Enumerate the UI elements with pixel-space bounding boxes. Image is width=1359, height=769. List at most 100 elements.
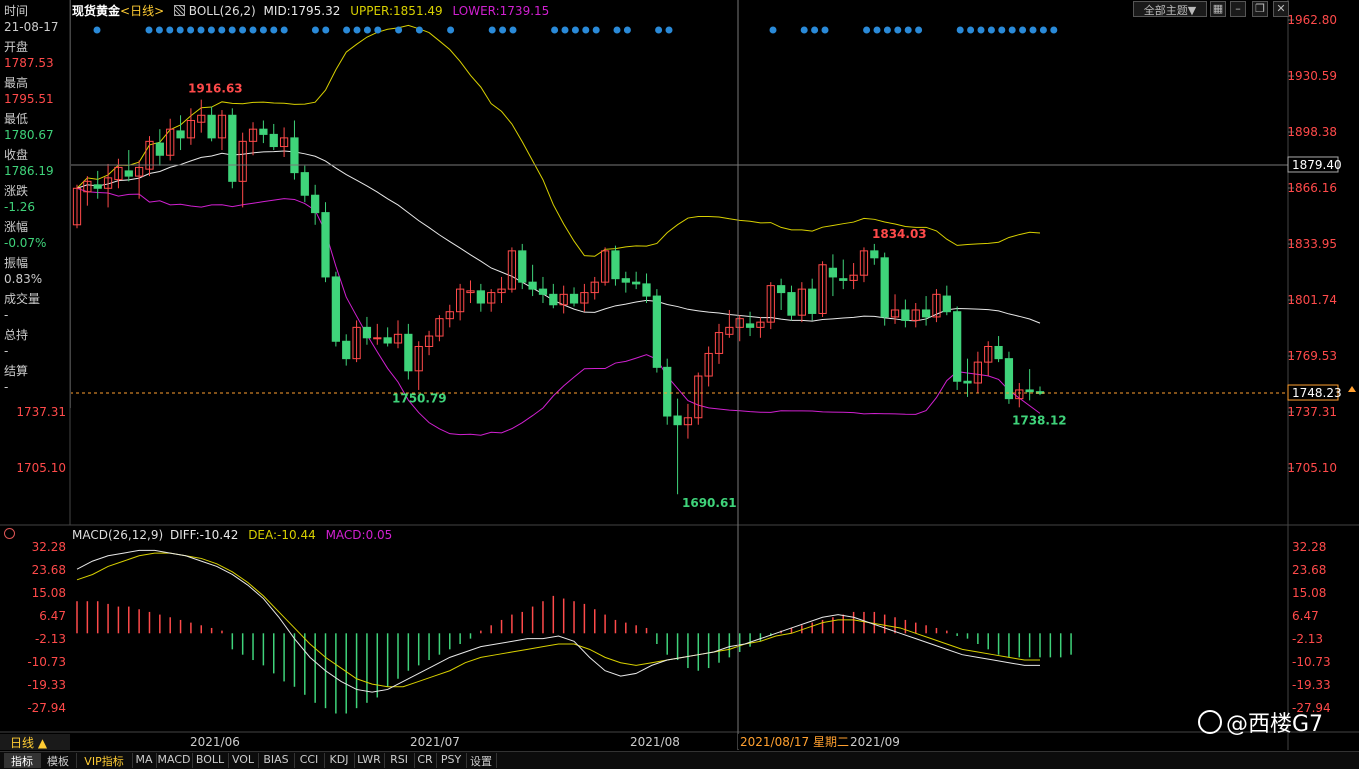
price-tick-label: 1705.10 [1287,461,1337,475]
candle-body [797,288,806,316]
macd-header: MACD(26,12,9) DIFF:-10.42 DEA:-10.44 MAC… [72,528,392,542]
indicator-tab[interactable]: PSY [436,753,467,768]
candle-body [642,283,651,297]
info-label: 开盘 [4,40,29,54]
candle-body [984,345,993,363]
crosshair-price-label: 1879.40 [1292,158,1342,172]
signal-dot [280,26,288,34]
signal-dot [207,26,215,34]
candle-body [663,366,672,417]
signal-dot [1029,26,1037,34]
indicator-tab[interactable]: 设置 [466,753,497,768]
macd-left-tick-label: 23.68 [32,563,66,577]
macd-tick-label: -19.33 [1292,678,1331,692]
candle-body [114,166,123,181]
grid-icon[interactable]: ▦ [1210,1,1226,17]
signal-dot [956,26,964,34]
signal-dot [967,26,975,34]
candle-body [217,114,227,139]
indicator-tab[interactable]: RSI [384,753,415,768]
candle-body [424,335,434,347]
candle-body [487,292,496,304]
crosshair-date-label: 2021/08/17 星期二 [740,735,849,749]
close-icon[interactable]: ✕ [1273,1,1289,17]
signal-dot [769,26,777,34]
candle-body [103,177,113,189]
theme-select[interactable]: 全部主题▼ [1133,1,1207,17]
dea-line [76,552,1040,688]
crosshair: 1879.40 1748.23 [70,0,1356,750]
candle-body [352,326,361,360]
indicator-tab[interactable]: BOLL [192,753,229,768]
price-annotation: 1750.79 [392,392,447,406]
indicator-tab[interactable]: 模板 [40,753,77,768]
candle-body [414,345,423,372]
info-value: - [4,380,9,394]
candle-body [756,321,765,328]
restore-icon[interactable]: ❐ [1252,1,1268,17]
boll-bands [76,24,1041,436]
price-tick-label: 1866.16 [1287,181,1337,195]
price-tick-label: 1801.74 [1287,293,1337,307]
candle-body [466,290,475,294]
macd-left-tick-label: 6.47 [39,609,66,623]
info-value: 1780.67 [4,128,54,142]
price-axis: 1962.80 1930.59 1898.38 1866.16 1833.95 1801.… [16,13,1337,475]
candle-body [735,318,744,328]
candle-body [311,194,320,214]
macd-left-tick-label: -19.33 [27,678,66,692]
candle-body [507,250,517,290]
signal-dot [363,26,371,34]
month-label: 2021/06 [190,735,240,749]
info-value: - [4,308,9,322]
candle-body [921,309,931,318]
indicator-tab[interactable]: BIAS [258,753,295,768]
month-label: 2021/08 [630,735,680,749]
candle-body [911,309,920,321]
settings-icon[interactable] [4,528,15,539]
minimize-icon[interactable]: – [1230,1,1246,17]
signal-dot [582,26,590,34]
left-price-tick-label: 1705.10 [16,461,66,475]
info-value: -1.26 [4,200,36,214]
signal-dot [592,26,600,34]
candle-body [559,293,568,306]
period-button[interactable]: 日线 ▲ [0,734,70,750]
signal-dot [343,26,351,34]
candle-body [808,288,817,314]
candle-body [269,133,278,148]
info-value: - [4,344,9,358]
indicator-tab[interactable]: VIP指标 [76,753,133,768]
info-label: 结算 [4,364,29,378]
indicator-tab[interactable]: KDJ [324,753,355,768]
candle-body [186,119,196,139]
signal-dot [374,26,382,34]
candle-body [611,250,620,280]
info-label: 涨跌 [4,184,29,198]
macd-left-tick-label: 15.08 [32,586,66,600]
boll-mid-line [76,150,1041,324]
signal-dot [322,26,330,34]
indicator-tab[interactable]: MACD [156,753,193,768]
signal-dot [863,26,871,34]
candle-body [600,250,610,283]
candle-body [383,337,392,344]
period-tag[interactable]: <日线> [120,4,165,18]
indicator-tab[interactable]: VOL [228,753,259,768]
indicator-tab[interactable]: 指标 [4,753,41,768]
price-annotation: 1834.03 [872,227,927,241]
indicator-tab[interactable]: LWR [354,753,385,768]
indicator-tab[interactable]: MA [132,753,157,768]
boll-label: BOLL(26,2) [188,4,256,18]
indicator-tab[interactable]: CCI [294,753,325,768]
indicator-tab[interactable]: CR [414,753,437,768]
signal-dot [800,26,808,34]
price-tick-label: 1962.80 [1287,13,1337,27]
indicator-tab-bar: 指标 模板 VIP指标 MA MACD BOLL VOL BIAS CCI KDJ LWR RSI CR… [0,751,1359,769]
price-annotation: 1738.12 [1012,414,1067,428]
macd-plot [76,549,1072,714]
candle-body [538,288,548,295]
info-value: 1795.51 [4,92,54,106]
watermark-text: @西楼G7 [1226,712,1324,737]
